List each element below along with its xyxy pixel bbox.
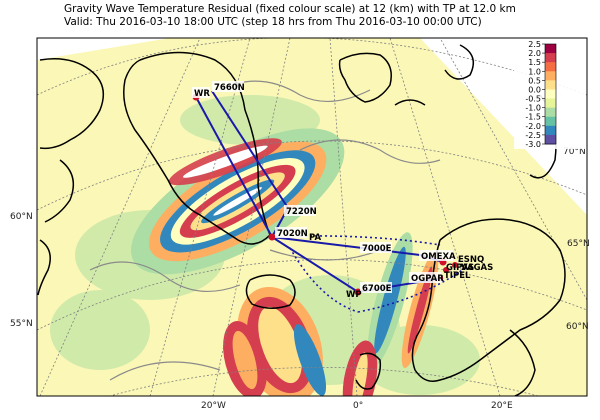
waypoint-label: OMEXA: [421, 252, 456, 262]
colorbar-swatch: [545, 125, 556, 136]
colorbar-tick-label: 0.0: [528, 85, 541, 94]
waypoint-label: WP: [346, 290, 362, 300]
lat-lon-grid: [37, 38, 587, 396]
waypoint-label: VAGAS: [461, 263, 493, 273]
waypoint-label: OGPAR: [411, 274, 444, 284]
wave-bands-north: [168, 138, 282, 186]
lon-label: 0°: [353, 401, 363, 411]
colorbar-swatch: [545, 134, 556, 145]
lon-label: 20°W: [201, 401, 226, 411]
field-domain: [37, 38, 587, 396]
waypoint-label: 6700E: [362, 284, 392, 294]
map-title: Gravity Wave Temperature Residual (fixed…: [64, 3, 516, 15]
colorbar-swatch: [545, 44, 556, 54]
colorbar-swatch: [545, 116, 556, 127]
gravity-wave-bands: [131, 128, 345, 275]
map-frame: [36, 37, 588, 397]
valid-time-subtitle: Valid: Thu 2016-03-10 18:00 UTC (step 18…: [64, 16, 482, 28]
waypoint-label: GIPAS: [446, 263, 474, 273]
waypoint-label: 7020N: [277, 229, 308, 239]
colorbar-tick-label: 2.5: [528, 40, 541, 49]
waypoint-label: PA: [309, 233, 321, 243]
colorbar-swatch: [545, 80, 556, 90]
colorbar-tick-label: -2.0: [525, 122, 541, 131]
waypoint-label: ESNQ: [458, 255, 484, 265]
lon-label: 20°E: [491, 401, 513, 411]
lat-label: 55°N: [10, 319, 33, 329]
colorbar-swatch: [545, 62, 556, 72]
colorbar-swatch: [545, 53, 556, 63]
colorbar-tick-label: -2.5: [525, 131, 541, 140]
flight-route-dotted: [289, 235, 466, 313]
waypoint-labels: WR 7660N 7220N 7020N PA 7000E OMEXA ESNQ…: [192, 81, 493, 300]
colorbar-tick-label: 2.0: [528, 49, 541, 58]
colorbar-tick-label: -1.5: [525, 113, 541, 122]
colorbar-tick-label: -3.0: [525, 140, 541, 149]
lat-label: 60°N: [566, 322, 589, 332]
colorbar: 2.52.01.51.00.50.0-0.5-1.0-1.5-2.0-2.5-3…: [514, 40, 586, 149]
colorbar-ticks: 2.52.01.51.00.50.0-0.5-1.0-1.5-2.0-2.5-3…: [525, 40, 545, 149]
lat-label: 60°N: [10, 212, 33, 222]
waypoint-label: TIPEL: [444, 271, 471, 281]
colorbar-swatch: [545, 98, 556, 109]
waypoint-label: 7000E: [362, 244, 392, 254]
colorbar-tick-label: 1.0: [528, 67, 541, 76]
waypoint-label: 7220N: [286, 207, 317, 217]
lat-label: 70°N: [563, 147, 586, 157]
colorbar-swatches: [545, 44, 556, 145]
waypoint-label: WR: [194, 89, 210, 99]
wave-bands-south: [223, 286, 327, 396]
colorbar-tick-label: 1.5: [528, 58, 541, 67]
colorbar-tick-label: -0.5: [525, 95, 541, 104]
colorbar-swatch: [545, 107, 556, 118]
colorbar-swatch: [545, 71, 556, 81]
colorbar-swatch: [545, 89, 556, 100]
colorbar-tick-label: 0.5: [528, 76, 541, 85]
colorbar-tick-label: -1.0: [525, 104, 541, 113]
waypoint-label: 7660N: [214, 83, 245, 93]
lat-label: 65°N: [567, 239, 590, 249]
